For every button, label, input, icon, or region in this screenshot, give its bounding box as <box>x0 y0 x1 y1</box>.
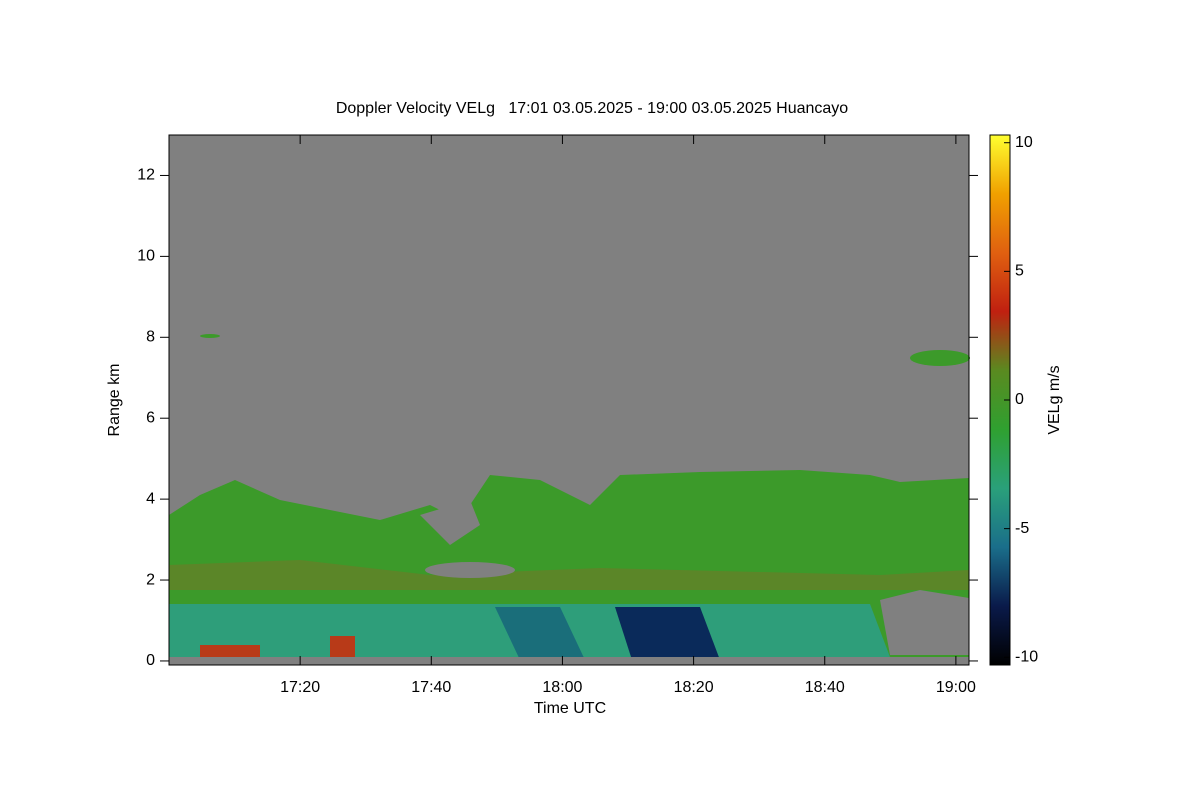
echo-field <box>169 135 970 665</box>
colorbar-tick-label: -10 <box>1015 649 1038 666</box>
colorbar-tick-label: 10 <box>1015 134 1033 151</box>
y-tick-label: 4 <box>146 490 155 507</box>
plot-frame <box>168 134 970 666</box>
chart-title: Doppler Velocity VELg 17:01 03.05.2025 -… <box>336 100 848 117</box>
y-tick-label: 0 <box>146 652 155 669</box>
echo-region <box>910 350 970 366</box>
x-tick-label: 17:20 <box>280 679 320 696</box>
y-tick-label: 10 <box>137 248 155 265</box>
x-tick-label: 18:20 <box>674 679 714 696</box>
x-tick-label: 18:40 <box>805 679 845 696</box>
y-tick-label: 6 <box>146 409 155 426</box>
echo-gap <box>420 500 480 545</box>
echo-region <box>495 607 585 660</box>
echo-gap <box>880 590 969 655</box>
echo-region <box>169 560 969 590</box>
x-tick-label: 17:40 <box>411 679 451 696</box>
colorbar-tick-label: -5 <box>1015 520 1029 537</box>
y-axis-label: Range km <box>106 364 123 437</box>
echo-region <box>200 645 260 659</box>
echo-region <box>330 636 355 658</box>
x-axis-label: Time UTC <box>534 700 606 717</box>
plot-background <box>169 657 969 665</box>
y-tick-label: 8 <box>146 329 155 346</box>
echo-region <box>615 607 720 660</box>
y-tick-label: 2 <box>146 571 155 588</box>
x-tick-label: 19:00 <box>936 679 976 696</box>
y-tick-label: 12 <box>137 167 155 184</box>
echo-region <box>200 334 220 338</box>
echo-gap <box>425 562 515 578</box>
colorbar-tick-label: 0 <box>1015 391 1024 408</box>
colorbar-label: VELg m/s <box>1046 365 1063 434</box>
x-tick-label: 18:00 <box>542 679 582 696</box>
colorbar-tick-label: 5 <box>1015 263 1024 280</box>
